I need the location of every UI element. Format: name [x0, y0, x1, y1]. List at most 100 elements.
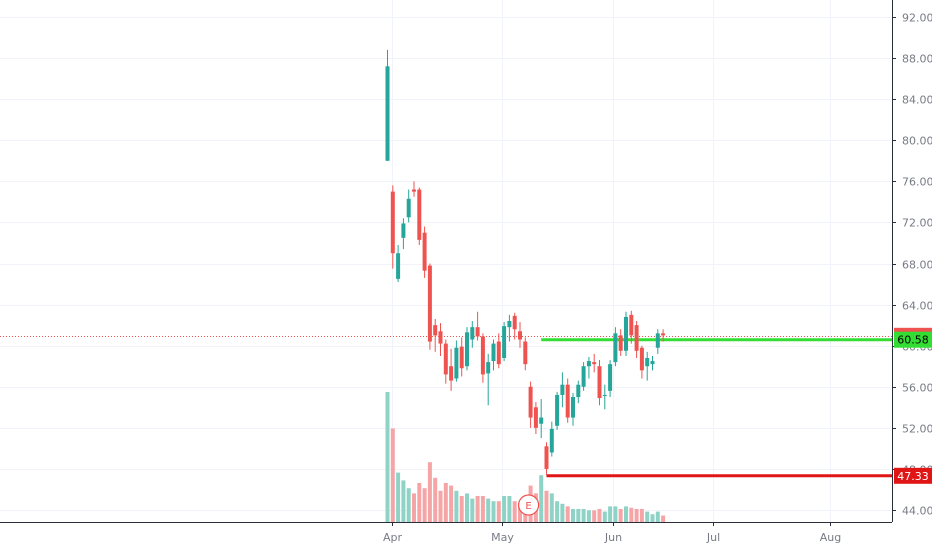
- candle-body[interactable]: [576, 384, 581, 398]
- earnings-marker[interactable]: [517, 494, 540, 516]
- volume-bar: [422, 488, 427, 522]
- volume-bar: [496, 501, 501, 522]
- x-tick-label: Jun: [604, 531, 622, 544]
- candle-body[interactable]: [571, 397, 575, 418]
- volume-bar: [390, 428, 395, 522]
- candle-body[interactable]: [539, 417, 544, 424]
- volume-bar: [560, 503, 565, 522]
- candle-body[interactable]: [480, 336, 485, 375]
- candle-body[interactable]: [486, 362, 491, 374]
- candle-body[interactable]: [650, 361, 655, 365]
- candle-body[interactable]: [639, 347, 644, 371]
- candle-body[interactable]: [624, 316, 628, 351]
- volume-bar: [459, 496, 464, 522]
- candle-body[interactable]: [465, 332, 469, 367]
- volume-bar: [539, 475, 544, 522]
- volume-bar: [602, 511, 607, 522]
- candle-body[interactable]: [597, 366, 602, 399]
- candle-body[interactable]: [401, 223, 406, 238]
- volume-bar: [586, 510, 591, 522]
- y-tick-label: 72.00: [902, 217, 932, 230]
- candle-body[interactable]: [618, 335, 623, 351]
- candle-body[interactable]: [602, 394, 607, 396]
- volume-bar: [592, 510, 597, 522]
- candle-body[interactable]: [470, 327, 475, 340]
- level-label-badge: [894, 467, 932, 484]
- volume-bar: [512, 501, 517, 522]
- volume-bar: [624, 506, 628, 522]
- candle-body[interactable]: [459, 346, 464, 369]
- volume-bar: [454, 490, 459, 522]
- candle-body[interactable]: [555, 394, 560, 426]
- volume-bar: [655, 511, 660, 522]
- candle-body[interactable]: [449, 366, 454, 381]
- volume-bar: [491, 501, 496, 522]
- level-label: 47.33: [897, 470, 929, 483]
- volume-bar: [544, 490, 549, 522]
- candle-body[interactable]: [438, 331, 443, 344]
- candle-body[interactable]: [433, 325, 438, 336]
- candle-body[interactable]: [406, 198, 411, 218]
- candle-body[interactable]: [608, 364, 613, 391]
- candle-body[interactable]: [613, 333, 618, 363]
- candle-body[interactable]: [491, 343, 496, 362]
- volume-bar: [634, 509, 639, 522]
- volume-bar: [396, 472, 401, 522]
- volume-bar: [502, 496, 507, 522]
- candle-body[interactable]: [475, 327, 480, 337]
- candle-body[interactable]: [528, 386, 533, 418]
- volume-bar: [475, 496, 480, 522]
- candle-body[interactable]: [443, 343, 448, 375]
- volume-bar: [433, 477, 438, 522]
- time-axis[interactable]: Apr May Jun Jul Aug: [383, 522, 841, 544]
- candle-body[interactable]: [655, 333, 660, 348]
- candle-body[interactable]: [454, 347, 459, 379]
- candle-body[interactable]: [645, 357, 650, 367]
- candle-body[interactable]: [544, 446, 549, 469]
- candle-body[interactable]: [385, 66, 390, 161]
- price-series[interactable]: [385, 49, 666, 476]
- candle-body[interactable]: [518, 331, 522, 340]
- volume-bar: [645, 511, 650, 522]
- candle-body[interactable]: [390, 191, 395, 254]
- horizontal-levels[interactable]: [541, 338, 892, 478]
- candle-body[interactable]: [507, 321, 512, 328]
- y-tick-label: 64.00: [902, 300, 932, 313]
- volume-bar: [412, 493, 416, 522]
- candle-body[interactable]: [586, 361, 591, 367]
- x-tick-label: May: [491, 531, 514, 544]
- volume-bar: [406, 488, 411, 522]
- y-tick-label: 88.00: [902, 53, 932, 66]
- volume-bar: [565, 506, 570, 522]
- candle-body[interactable]: [396, 253, 401, 279]
- candle-body[interactable]: [422, 232, 427, 271]
- candle-body[interactable]: [502, 326, 507, 358]
- earnings-marker-label: E: [525, 501, 531, 512]
- candle-body[interactable]: [427, 265, 432, 342]
- price-axis[interactable]: 92.00 88.00 84.00 80.00 76.00 72.00 68.00 64.00…: [892, 12, 932, 518]
- volume-bar: [597, 509, 602, 522]
- earnings-marker-group[interactable]: E: [517, 494, 540, 516]
- candle-body[interactable]: [533, 407, 538, 428]
- candle-body[interactable]: [412, 189, 416, 192]
- candle-body[interactable]: [560, 384, 565, 395]
- volume-bar: [629, 507, 634, 522]
- candle-body[interactable]: [629, 314, 634, 336]
- volume-bar: [401, 480, 406, 522]
- volume-bar: [571, 509, 575, 522]
- volume-bar: [581, 509, 586, 522]
- candle-body[interactable]: [523, 341, 528, 365]
- candle-body[interactable]: [512, 315, 517, 330]
- candle-body[interactable]: [549, 428, 554, 453]
- candle-body[interactable]: [417, 189, 422, 240]
- volume-bar: [613, 506, 618, 522]
- candle-body[interactable]: [496, 341, 501, 365]
- candle-body[interactable]: [634, 325, 639, 351]
- candle-body[interactable]: [581, 366, 586, 387]
- volume-bar: [427, 462, 432, 522]
- candle-body[interactable]: [565, 384, 570, 418]
- candle-body[interactable]: [661, 333, 666, 336]
- candle-body[interactable]: [592, 362, 597, 365]
